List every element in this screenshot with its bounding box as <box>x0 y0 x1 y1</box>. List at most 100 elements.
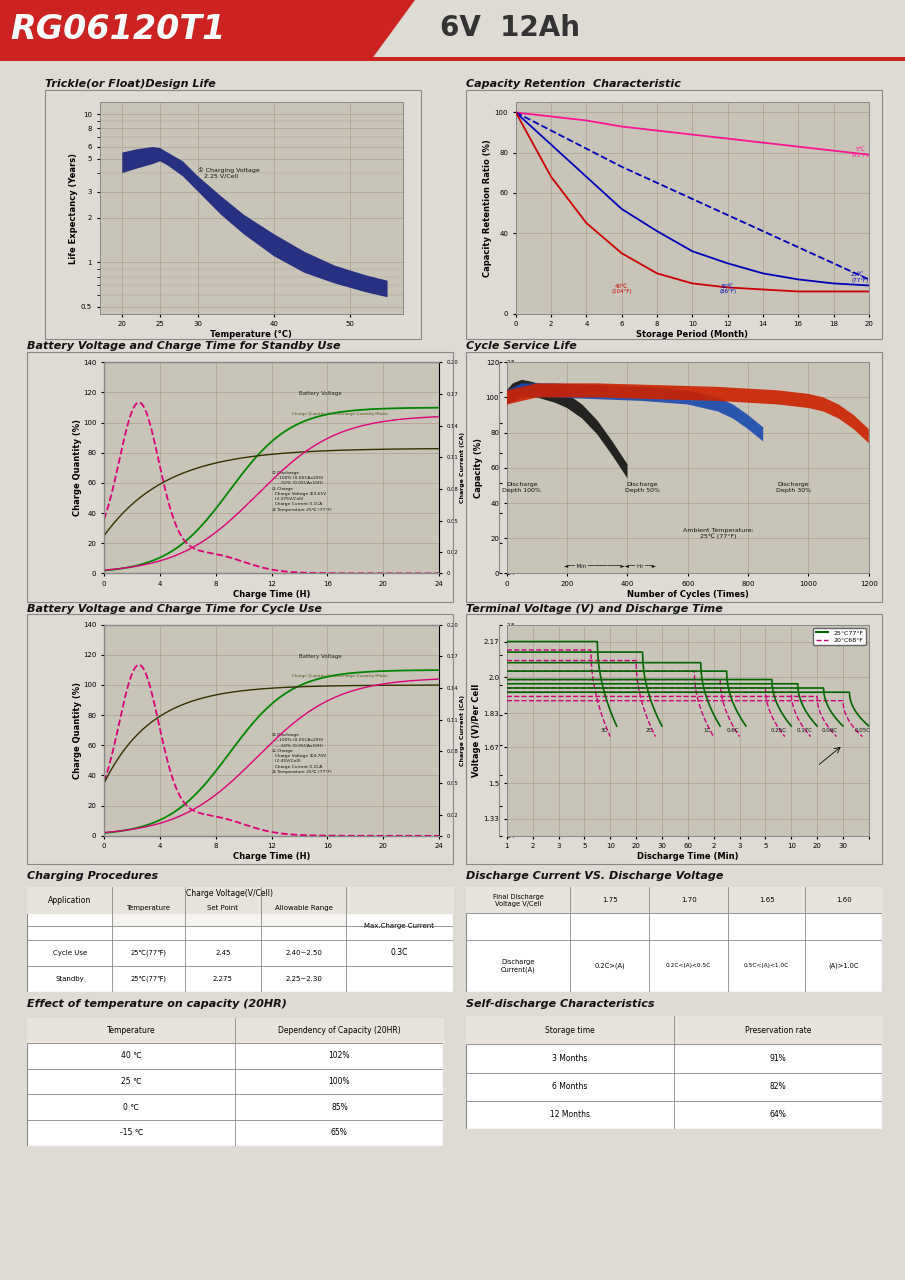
Text: 0 ℃: 0 ℃ <box>123 1102 139 1112</box>
Text: 25℃(77℉): 25℃(77℉) <box>130 950 167 956</box>
X-axis label: Temperature (°C): Temperature (°C) <box>210 330 292 339</box>
Text: 40 ℃: 40 ℃ <box>121 1051 141 1061</box>
Text: Trickle(or Float)Design Life: Trickle(or Float)Design Life <box>45 79 216 90</box>
Text: Dependency of Capacity (20HR): Dependency of Capacity (20HR) <box>278 1025 401 1036</box>
Text: 25 ℃: 25 ℃ <box>121 1076 141 1087</box>
Text: 0.09C: 0.09C <box>822 728 838 733</box>
Bar <box>0 56 905 61</box>
Text: Effect of temperature on capacity (20HR): Effect of temperature on capacity (20HR) <box>27 1000 287 1010</box>
Text: 0.05C: 0.05C <box>854 728 871 733</box>
Text: (A)>1.0C: (A)>1.0C <box>828 963 859 969</box>
Text: 2C: 2C <box>645 728 653 733</box>
Text: 6V  12Ah: 6V 12Ah <box>440 14 580 42</box>
Text: Storage time: Storage time <box>546 1025 595 1036</box>
Text: 1.75: 1.75 <box>602 897 617 904</box>
Y-axis label: Charge Current (CA): Charge Current (CA) <box>460 695 464 765</box>
Text: 5℃
(41°F): 5℃ (41°F) <box>852 147 869 159</box>
Text: 0.2C>(A): 0.2C>(A) <box>595 963 625 969</box>
Text: 91%: 91% <box>770 1053 786 1064</box>
Text: 2.40~2.50: 2.40~2.50 <box>285 950 322 956</box>
Text: 0.6C: 0.6C <box>727 728 739 733</box>
Text: 12 Months: 12 Months <box>550 1110 590 1120</box>
X-axis label: Number of Cycles (Times): Number of Cycles (Times) <box>627 590 748 599</box>
Text: Discharge
Depth 30%: Discharge Depth 30% <box>776 481 811 493</box>
Text: 0.2C<(A)<0.5C: 0.2C<(A)<0.5C <box>666 964 711 968</box>
Y-axis label: Battery Voltage (V)/Per Cell: Battery Voltage (V)/Per Cell <box>517 687 521 773</box>
Y-axis label: Capacity (%): Capacity (%) <box>474 438 483 498</box>
X-axis label: Charge Time (H): Charge Time (H) <box>233 852 310 861</box>
Text: Capacity Retention  Characteristic: Capacity Retention Characteristic <box>466 79 681 90</box>
Text: 100%: 100% <box>329 1076 350 1087</box>
Y-axis label: Capacity Retention Ratio (%): Capacity Retention Ratio (%) <box>483 140 492 276</box>
Text: Battery Voltage: Battery Voltage <box>300 392 342 397</box>
Text: Preservation rate: Preservation rate <box>745 1025 812 1036</box>
Text: Terminal Voltage (V) and Discharge Time: Terminal Voltage (V) and Discharge Time <box>466 604 723 614</box>
Y-axis label: Charge Quantity (%): Charge Quantity (%) <box>72 420 81 516</box>
Polygon shape <box>507 380 627 479</box>
Text: 65%: 65% <box>331 1128 348 1138</box>
Text: Ambient Temperature:
25℃ (77°F): Ambient Temperature: 25℃ (77°F) <box>682 527 753 539</box>
Text: Cycle Use: Cycle Use <box>52 950 87 956</box>
Text: Discharge Current VS. Discharge Voltage: Discharge Current VS. Discharge Voltage <box>466 872 723 882</box>
Text: Charge Quantity (to-Discharge Quantity)/Ratio: Charge Quantity (to-Discharge Quantity)/… <box>292 412 388 416</box>
Text: Temperature: Temperature <box>127 905 170 911</box>
Text: 2.45: 2.45 <box>215 950 231 956</box>
Text: Battery Voltage and Charge Time for Cycle Use: Battery Voltage and Charge Time for Cycl… <box>27 604 322 614</box>
X-axis label: Charge Time (H): Charge Time (H) <box>233 590 310 599</box>
Text: 0.25C: 0.25C <box>770 728 786 733</box>
Polygon shape <box>122 147 387 297</box>
Y-axis label: Charge Quantity (%): Charge Quantity (%) <box>72 682 81 778</box>
Text: 1.70: 1.70 <box>681 897 697 904</box>
Text: 3 Months: 3 Months <box>552 1053 588 1064</box>
X-axis label: Storage Period (Month): Storage Period (Month) <box>636 330 748 339</box>
Text: 0.17C: 0.17C <box>796 728 812 733</box>
Polygon shape <box>507 383 763 442</box>
Y-axis label: Life Expectancy (Years): Life Expectancy (Years) <box>69 152 78 264</box>
Text: 25℃(77℉): 25℃(77℉) <box>130 975 167 982</box>
Text: 82%: 82% <box>770 1082 786 1092</box>
Text: Set Point: Set Point <box>207 905 238 911</box>
Text: 40℃
(104°F): 40℃ (104°F) <box>612 284 632 294</box>
Text: Final Discharge
Voltage V/Cell: Final Discharge Voltage V/Cell <box>492 893 544 906</box>
Text: Battery Voltage: Battery Voltage <box>300 654 342 659</box>
Text: Discharge
Current(A): Discharge Current(A) <box>500 959 536 973</box>
Text: 102%: 102% <box>329 1051 350 1061</box>
Text: Self-discharge Characteristics: Self-discharge Characteristics <box>466 1000 654 1010</box>
Text: Temperature: Temperature <box>107 1025 156 1036</box>
Text: RG06120T1: RG06120T1 <box>10 13 225 46</box>
Text: Battery Voltage and Charge Time for Standby Use: Battery Voltage and Charge Time for Stan… <box>27 342 340 352</box>
Text: ① Discharge
  —100% (0.05CAx20H)
  ----50% (0.05CAx10H)
② Charge
  Charge Voltag: ① Discharge —100% (0.05CAx20H) ----50% (… <box>272 733 331 774</box>
Y-axis label: Charge Current (CA): Charge Current (CA) <box>460 433 464 503</box>
Text: 0.3C: 0.3C <box>391 948 408 957</box>
Text: Charge Voltage(V/Cell): Charge Voltage(V/Cell) <box>186 890 272 899</box>
Text: Allowable Range: Allowable Range <box>275 905 332 911</box>
Text: Standby: Standby <box>55 975 84 982</box>
Y-axis label: Battery Voltage (V)/Per Cell: Battery Voltage (V)/Per Cell <box>517 425 521 511</box>
Text: ① Charging Voltage
   2.25 V/Cell: ① Charging Voltage 2.25 V/Cell <box>198 168 260 179</box>
Text: Charging Procedures: Charging Procedures <box>27 872 158 882</box>
Text: 0.5C<(A)<1.0C: 0.5C<(A)<1.0C <box>744 964 789 968</box>
Text: 2.25~2.30: 2.25~2.30 <box>285 975 322 982</box>
Text: Cycle Service Life: Cycle Service Life <box>466 342 576 352</box>
Text: Max.Charge Current: Max.Charge Current <box>365 923 434 929</box>
Y-axis label: Voltage (V)/Per Cell: Voltage (V)/Per Cell <box>472 684 481 777</box>
Polygon shape <box>0 0 415 61</box>
Text: 85%: 85% <box>331 1102 348 1112</box>
Text: Discharge
Depth 100%: Discharge Depth 100% <box>502 481 541 493</box>
Text: 64%: 64% <box>770 1110 786 1120</box>
Text: 1C: 1C <box>703 728 710 733</box>
Text: Discharge
Depth 50%: Discharge Depth 50% <box>625 481 660 493</box>
Text: ◄── Min ──────────►◄── Hr ──►: ◄── Min ──────────►◄── Hr ──► <box>564 563 656 568</box>
X-axis label: Discharge Time (Min): Discharge Time (Min) <box>637 852 738 861</box>
Text: 30℃
(86°F): 30℃ (86°F) <box>719 284 736 294</box>
Text: 1.60: 1.60 <box>836 897 852 904</box>
Text: Application: Application <box>48 896 91 905</box>
Text: 6 Months: 6 Months <box>552 1082 588 1092</box>
Text: ① Discharge
  —100% (0.05CAx20H)
  ----50% (0.05CAx10H)
② Charge
  Charge Voltag: ① Discharge —100% (0.05CAx20H) ----50% (… <box>272 471 331 512</box>
Text: Charge Quantity (to-Discharge Quantity)/Ratio: Charge Quantity (to-Discharge Quantity)/… <box>292 675 388 678</box>
Text: 25℃
(77°F): 25℃ (77°F) <box>851 271 868 283</box>
Legend: 25°C77°F, 20°C68°F: 25°C77°F, 20°C68°F <box>813 627 866 645</box>
Text: 3C: 3C <box>600 728 607 733</box>
Text: -15 ℃: -15 ℃ <box>119 1128 143 1138</box>
Text: 1.65: 1.65 <box>758 897 775 904</box>
